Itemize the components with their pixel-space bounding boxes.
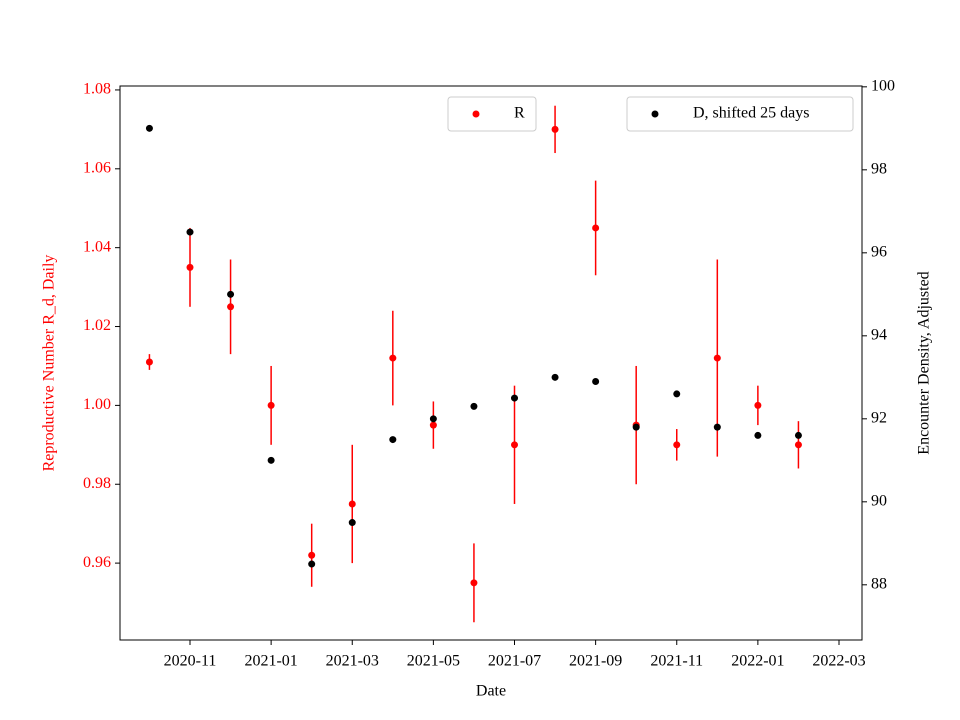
y2-tick-label: 88 <box>871 575 887 592</box>
y-tick-label: 1.02 <box>83 317 111 334</box>
x-axis-label: Date <box>476 683 506 700</box>
plot-frame <box>119 85 863 641</box>
point <box>348 500 356 508</box>
point <box>754 401 762 409</box>
point <box>389 436 397 444</box>
point <box>267 401 275 409</box>
point <box>348 519 356 527</box>
point <box>429 421 437 429</box>
y-tick-label: 1.00 <box>83 396 111 413</box>
point <box>551 373 559 381</box>
y2-tick-label: 100 <box>871 78 895 95</box>
point <box>308 551 316 559</box>
x-tick-label: 2021-09 <box>569 653 622 670</box>
y2-tick-label: 90 <box>871 492 887 509</box>
legend-box <box>626 96 854 132</box>
x-tick-label: 2020-11 <box>164 653 217 670</box>
point <box>308 560 316 568</box>
point <box>186 263 194 271</box>
point <box>145 124 153 132</box>
point <box>673 441 681 449</box>
point <box>592 377 600 385</box>
point <box>794 431 802 439</box>
y2-tick-label: 94 <box>871 326 887 343</box>
y2-tick-label: 92 <box>871 409 887 426</box>
point <box>794 441 802 449</box>
legend-label: R <box>514 105 525 122</box>
point <box>145 358 153 366</box>
legend-label: D, shifted 25 days <box>693 105 809 122</box>
x-tick-label: 2021-05 <box>407 653 460 670</box>
y-tick-label: 1.06 <box>83 159 111 176</box>
y-tick-label: 0.98 <box>83 475 111 492</box>
x-tick-label: 2022-03 <box>812 653 865 670</box>
point <box>592 224 600 232</box>
x-tick-label: 2021-07 <box>488 653 541 670</box>
point <box>429 415 437 423</box>
point <box>227 290 235 298</box>
point <box>632 423 640 431</box>
legend-marker <box>651 110 659 118</box>
legend-box <box>447 96 537 132</box>
point <box>227 303 235 311</box>
x-tick-label: 2021-03 <box>326 653 379 670</box>
point <box>470 579 478 587</box>
point <box>713 354 721 362</box>
point <box>551 125 559 133</box>
point <box>470 402 478 410</box>
x-tick-label: 2021-11 <box>650 653 703 670</box>
point <box>673 390 681 398</box>
point <box>511 394 518 402</box>
y2-tick-label: 96 <box>871 243 887 260</box>
y-tick-label: 0.96 <box>83 554 111 571</box>
legend-marker <box>472 110 480 118</box>
point <box>389 354 397 362</box>
point <box>511 441 518 449</box>
y2-tick-label: 98 <box>871 160 887 177</box>
y2-axis-label: Encounter Density, Adjusted <box>916 271 933 454</box>
x-tick-label: 2022-01 <box>731 653 784 670</box>
point <box>186 228 194 236</box>
point <box>754 431 762 439</box>
point <box>713 423 721 431</box>
x-tick-label: 2021-01 <box>244 653 297 670</box>
point <box>267 456 275 464</box>
y-axis-label: Reproductive Number R_d, Daily <box>41 255 58 472</box>
y-tick-label: 1.04 <box>83 238 111 255</box>
y-tick-label: 1.08 <box>83 81 111 98</box>
